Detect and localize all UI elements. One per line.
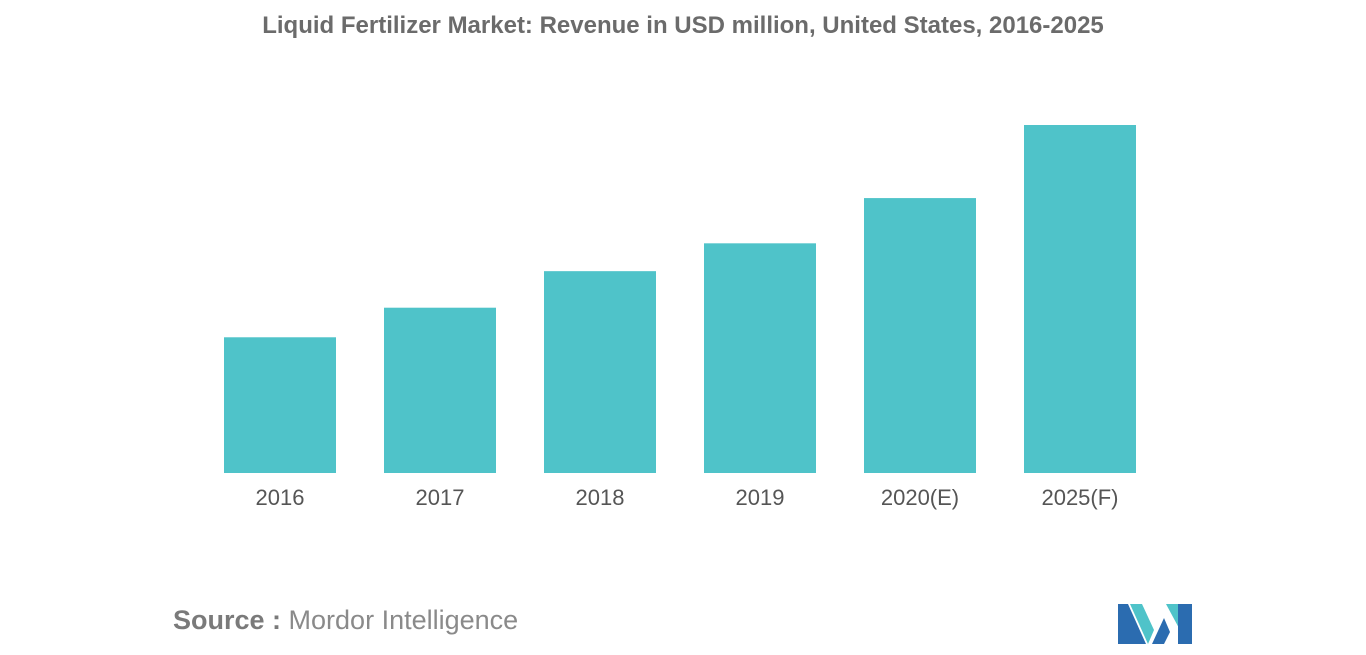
x-tick-label-2020(E): 2020(E) <box>881 485 959 510</box>
source-label: Source : <box>173 605 282 635</box>
logo-middle-shape <box>1152 618 1170 644</box>
x-tick-labels-group: 2016 2017 2018 2019 2020(E) 2025(F) <box>256 485 1119 510</box>
bar-2025(F) <box>1024 125 1136 473</box>
bar-2019 <box>704 243 816 473</box>
logo-left-shape <box>1118 604 1146 644</box>
x-tick-label-2019: 2019 <box>736 485 785 510</box>
bar-2020(E) <box>864 198 976 473</box>
bar-2017 <box>384 307 496 473</box>
x-tick-label-2017: 2017 <box>416 485 465 510</box>
bar-2018 <box>544 271 656 473</box>
x-tick-label-2016: 2016 <box>256 485 305 510</box>
source-line: Source : Mordor Intelligence <box>173 605 518 636</box>
bar-chart: 2016 2017 2018 2019 2020(E) 2025(F) <box>224 125 1136 510</box>
bars-group <box>224 125 1136 473</box>
x-tick-label-2025(F): 2025(F) <box>1041 485 1118 510</box>
mordor-intelligence-logo-icon <box>1118 604 1192 644</box>
bar-2016 <box>224 337 336 473</box>
logo-left-accent <box>1130 604 1154 644</box>
source-text: Mordor Intelligence <box>288 605 519 635</box>
chart-title: Liquid Fertilizer Market: Revenue in USD… <box>262 12 1104 39</box>
logo-right-shape <box>1178 604 1192 644</box>
x-tick-label-2018: 2018 <box>576 485 625 510</box>
